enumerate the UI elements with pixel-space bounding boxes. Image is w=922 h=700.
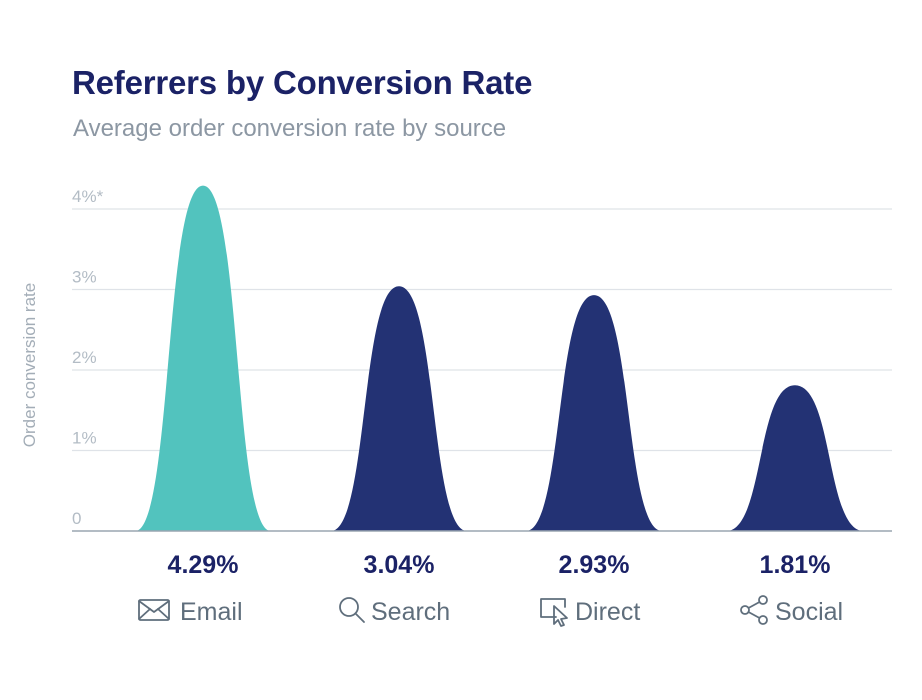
peak-social	[728, 385, 862, 531]
search-icon	[339, 597, 365, 623]
y-axis-ticks: 0 1% 2% 3% 4%*	[72, 187, 104, 528]
value-label-email: 4.29%	[168, 551, 239, 579]
category-email: Email	[138, 598, 243, 626]
category-label-direct: Direct	[575, 598, 640, 626]
category-label-email: Email	[180, 598, 243, 626]
category-search: Search	[339, 597, 450, 626]
peak-direct	[527, 295, 661, 531]
chart-subtitle: Average order conversion rate by source	[73, 115, 507, 142]
y-tick-label: 0	[72, 509, 81, 528]
share-icon	[740, 595, 768, 625]
category-social: Social	[740, 595, 843, 626]
cursor-click-icon	[540, 598, 568, 627]
category-label-search: Search	[371, 598, 450, 626]
y-tick-label: 2%	[72, 348, 97, 367]
peak-email	[136, 185, 270, 531]
category-labels: Email Search Direct Social	[138, 595, 843, 627]
category-label-social: Social	[775, 598, 843, 626]
value-labels: 4.29% 3.04% 2.93% 1.81%	[168, 551, 831, 579]
category-direct: Direct	[540, 598, 640, 627]
value-label-social: 1.81%	[760, 551, 831, 579]
y-tick-label: 1%	[72, 429, 97, 448]
chart-title: Referrers by Conversion Rate	[72, 64, 533, 101]
y-tick-label: 3%	[72, 268, 97, 287]
y-axis-label: Order conversion rate	[20, 283, 39, 447]
envelope-icon	[138, 599, 170, 621]
y-tick-label: 4%*	[72, 187, 104, 206]
value-label-search: 3.04%	[364, 551, 435, 579]
series-peaks	[136, 185, 862, 531]
peak-search	[332, 286, 466, 531]
value-label-direct: 2.93%	[559, 551, 630, 579]
